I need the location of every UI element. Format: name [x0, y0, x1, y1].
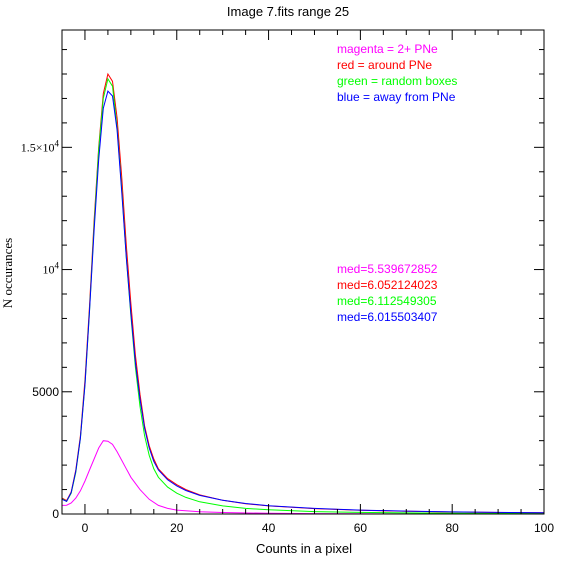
series-line-2	[61, 72, 545, 514]
x-tick-label: 60	[354, 521, 368, 535]
legend-entry: red = around PNe	[337, 58, 432, 72]
series-line-1	[61, 440, 545, 515]
y-tick-label: 1.5×104	[21, 138, 60, 154]
series-layer	[61, 72, 545, 515]
y-tick-label: 0	[52, 507, 59, 521]
median-annotation: med=6.112549305	[337, 294, 437, 308]
legend-entry: magenta = 2+ PNe	[337, 42, 438, 56]
median-annotation: med=6.052124023	[337, 278, 438, 292]
median-annotation: med=6.015503407	[337, 310, 438, 324]
y-tick-label: 5000	[32, 385, 59, 399]
x-tick-label: 80	[446, 521, 460, 535]
tick-label-layer: 0 20 40 60 80 100 0 5000 104 1.5×104	[21, 138, 555, 535]
x-tick-label: 100	[534, 521, 554, 535]
axes-layer	[61, 29, 545, 515]
chart-title: Image 7.fits range 25	[227, 4, 349, 19]
plot-frame	[61, 29, 545, 515]
legend-layer: magenta = 2+ PNe red = around PNe green = …	[337, 42, 457, 324]
x-tick-label: 20	[170, 521, 184, 535]
x-tick-label: 0	[82, 521, 89, 535]
x-axis-label: Counts in a pixel	[256, 541, 352, 556]
legend-entry: green = random boxes	[337, 74, 457, 88]
y-tick-label: 104	[43, 261, 60, 277]
series-line-3	[61, 77, 545, 515]
series-line-4	[61, 90, 545, 514]
median-annotation: med=5.539672852	[337, 262, 438, 276]
legend-entry: blue = away from PNe	[337, 90, 456, 104]
y-axis-label: N occurances	[0, 238, 15, 308]
x-tick-label: 40	[262, 521, 276, 535]
